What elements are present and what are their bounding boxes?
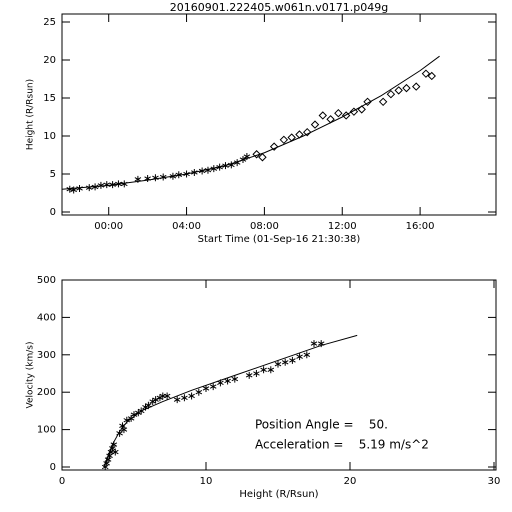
asterisk-point	[281, 358, 289, 366]
asterisk-point	[310, 340, 318, 348]
asterisk-point	[260, 366, 267, 374]
asterisk-point	[163, 392, 171, 400]
diamond-point	[303, 127, 312, 137]
x-axis-label: Start Time (01-Sep-16 21:30:38)	[198, 234, 361, 245]
fit-line	[61, 55, 440, 190]
chart-title: 20160901.222405.w061n.v0171.p049g	[170, 1, 388, 14]
x-tick-label: 30	[488, 476, 501, 487]
y-tick-label: 400	[37, 312, 56, 323]
asterisk-point	[224, 377, 231, 385]
y-tick-label: 25	[43, 17, 56, 28]
y-axis-label: Velocity (km/s)	[26, 342, 36, 409]
asterisk-point	[296, 353, 303, 361]
x-tick-label: 16:00	[406, 221, 435, 232]
asterisk-point	[231, 375, 239, 383]
asterisk-point	[181, 394, 188, 402]
asterisk-point	[101, 463, 109, 471]
x-tick-label: 10	[200, 476, 213, 487]
x-tick-label: 12:00	[328, 221, 357, 232]
x-tick-label: 04:00	[172, 221, 201, 232]
asterisk-point	[289, 356, 296, 364]
asterisk-point	[144, 175, 151, 183]
y-tick-label: 200	[37, 387, 56, 398]
diamond-point	[341, 111, 351, 120]
asterisk-point	[195, 388, 203, 396]
plot-frame	[61, 279, 497, 471]
asterisk-point	[253, 370, 260, 377]
diamond-point	[349, 107, 359, 116]
x-tick-label: 0	[59, 476, 65, 487]
diamond-point	[357, 105, 366, 114]
asterisk-point	[173, 396, 181, 404]
y-tick-label: 0	[50, 462, 56, 473]
x-axis-label: Height (R/Rsun)	[239, 489, 318, 500]
diamond-point	[411, 82, 421, 91]
y-tick-label: 500	[37, 275, 56, 286]
diamond-point	[386, 89, 396, 99]
diamond-point	[310, 120, 320, 129]
plot-frame	[61, 13, 497, 216]
diamond-point	[318, 111, 327, 120]
y-tick-label: 20	[43, 55, 56, 66]
asterisk-point	[152, 174, 159, 182]
asterisk-point	[152, 396, 159, 404]
diamond-point	[363, 97, 372, 107]
diamond-point	[378, 97, 388, 107]
diamond-point	[334, 108, 343, 118]
x-tick-label: 08:00	[250, 221, 279, 232]
asterisk-point	[303, 351, 311, 359]
asterisk-point	[267, 366, 275, 374]
diamond-point	[258, 153, 267, 162]
fit-line	[103, 334, 358, 468]
asterisk-point	[228, 161, 235, 169]
diamond-point	[252, 150, 261, 159]
annotation: Position Angle = 50.	[255, 418, 388, 432]
y-tick-label: 0	[50, 207, 56, 218]
asterisk-point	[209, 383, 217, 391]
annotation: Acceleration = 5.19 m/s^2	[255, 438, 429, 452]
asterisk-point	[111, 448, 119, 456]
y-tick-label: 10	[43, 131, 56, 142]
x-tick-label: 00:00	[94, 221, 123, 232]
diamond-point	[269, 142, 279, 151]
y-tick-label: 100	[37, 425, 56, 436]
asterisk-point	[103, 181, 111, 189]
diamond-point	[402, 83, 411, 93]
asterisk-point	[274, 360, 282, 368]
asterisk-point	[188, 392, 195, 400]
diamond-point	[427, 71, 436, 81]
x-tick-label: 20	[344, 476, 357, 487]
asterisk-point	[245, 371, 253, 379]
diamond-point	[421, 69, 431, 78]
y-tick-label: 300	[37, 350, 56, 361]
y-tick-label: 5	[50, 169, 56, 180]
y-tick-label: 15	[43, 93, 56, 104]
diamond-point	[279, 135, 289, 145]
y-axis-label: Height (R/Rsun)	[26, 79, 36, 150]
asterisk-point	[202, 384, 210, 392]
asterisk-point	[85, 184, 93, 192]
diamond-point	[394, 86, 403, 95]
